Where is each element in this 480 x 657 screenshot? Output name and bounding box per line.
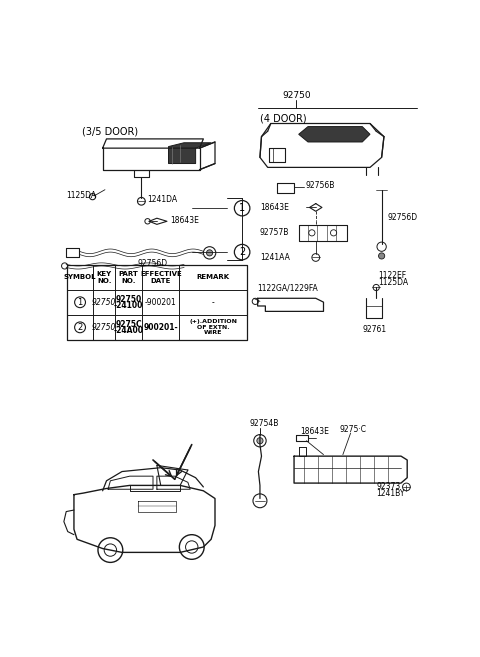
Text: 1241BY: 1241BY — [376, 489, 405, 497]
Text: 92750: 92750 — [92, 323, 117, 332]
Text: SYMBOL: SYMBOL — [64, 275, 96, 281]
Text: 92750: 92750 — [282, 91, 311, 101]
Text: 900201-: 900201- — [144, 323, 178, 332]
Text: 1125DA: 1125DA — [66, 191, 96, 200]
Text: 2: 2 — [77, 323, 83, 332]
Polygon shape — [299, 127, 370, 142]
Text: 1: 1 — [77, 298, 83, 307]
Text: -900201: -900201 — [145, 298, 177, 307]
Text: 18643E: 18643E — [170, 216, 199, 225]
Text: EFFECTIVE
DATE: EFFECTIVE DATE — [140, 271, 181, 284]
Circle shape — [379, 253, 385, 259]
Text: 9275C: 9275C — [115, 320, 142, 328]
Text: 92756D: 92756D — [387, 213, 417, 222]
Text: 92761: 92761 — [362, 325, 386, 334]
Text: 92373: 92373 — [376, 482, 400, 491]
Text: 1241AA: 1241AA — [260, 253, 290, 262]
Text: -24100: -24100 — [114, 301, 143, 310]
Circle shape — [257, 438, 263, 444]
Text: 92757B: 92757B — [260, 229, 289, 237]
Text: 9275·C: 9275·C — [339, 424, 366, 434]
Text: 1125DA: 1125DA — [378, 278, 408, 286]
Text: (4 DOOR): (4 DOOR) — [260, 114, 307, 124]
Text: 1122EF: 1122EF — [378, 271, 406, 281]
Text: 92750: 92750 — [92, 298, 117, 307]
Text: PART
NO.: PART NO. — [119, 271, 139, 284]
Text: REMARK: REMARK — [197, 275, 230, 281]
Text: -24A00: -24A00 — [114, 326, 144, 335]
Text: (+).ADDITION: (+).ADDITION — [189, 319, 237, 325]
Text: 1122GA/1229FA: 1122GA/1229FA — [258, 284, 318, 293]
Text: 2: 2 — [239, 247, 245, 257]
Text: 92756D: 92756D — [138, 259, 168, 268]
Circle shape — [206, 250, 213, 256]
Text: 92754B: 92754B — [250, 419, 279, 428]
Text: WIRE: WIRE — [204, 330, 222, 335]
Text: 18643E: 18643E — [300, 427, 329, 436]
Text: 92750: 92750 — [116, 295, 142, 304]
Text: -: - — [212, 298, 215, 307]
Polygon shape — [168, 143, 211, 164]
Text: 1241DA: 1241DA — [147, 195, 177, 204]
Text: 1: 1 — [239, 203, 245, 214]
Text: 18643E: 18643E — [260, 203, 289, 212]
Text: KEY
NO.: KEY NO. — [96, 271, 112, 284]
Text: 92756B: 92756B — [306, 181, 335, 190]
Text: OF EXTN.: OF EXTN. — [197, 325, 229, 330]
Text: (3/5 DOOR): (3/5 DOOR) — [82, 126, 138, 136]
